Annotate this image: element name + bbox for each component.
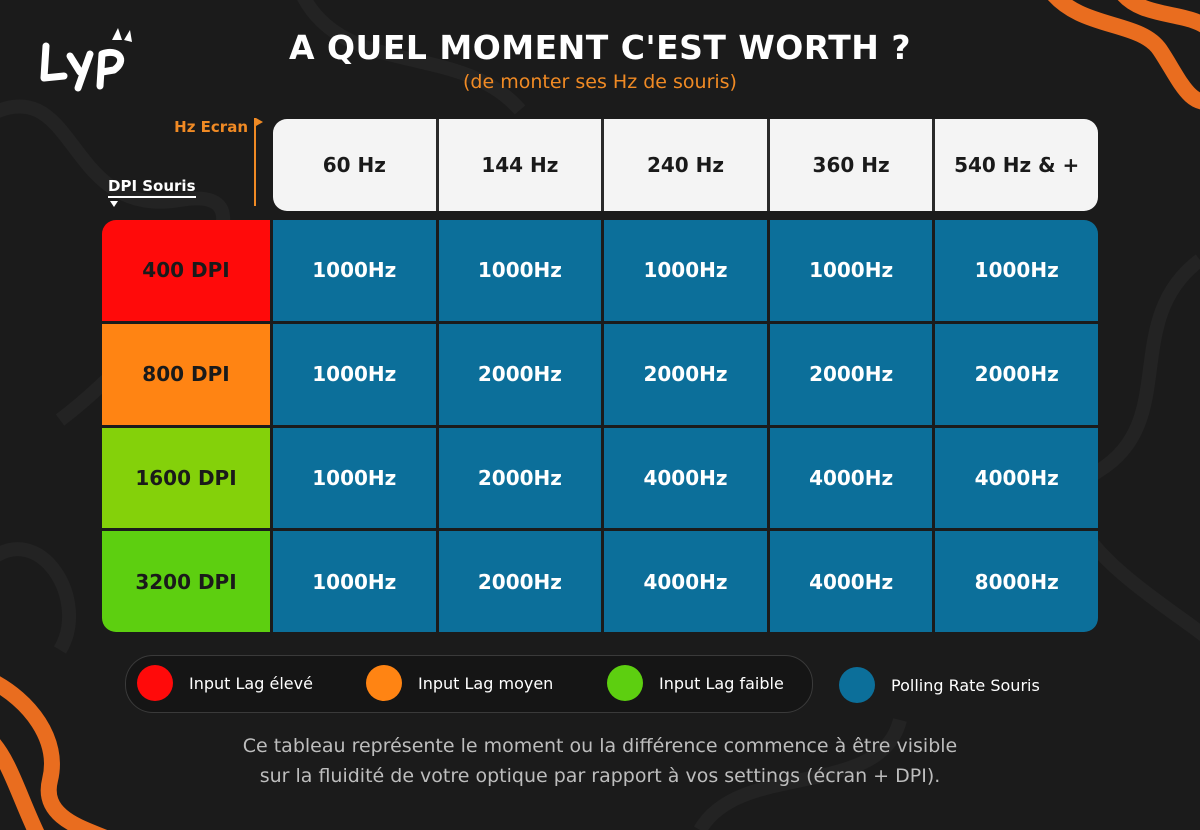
table-cell: 1000Hz — [604, 220, 767, 321]
legend-item-polling-rate: Polling Rate Souris — [839, 667, 1040, 703]
legend-label: Input Lag faible — [659, 673, 784, 693]
column-header-60hz: 60 Hz — [273, 119, 436, 211]
legend-item-medium-lag: Input Lag moyen — [366, 665, 553, 701]
table-cell: 4000Hz — [935, 427, 1098, 529]
legend-label: Input Lag élevé — [189, 673, 313, 693]
table-cell: 1000Hz — [273, 323, 436, 425]
column-header-360hz: 360 Hz — [769, 119, 933, 211]
mouse-dpi-arrow-icon — [110, 201, 118, 207]
table-cell: 1000Hz — [438, 220, 602, 321]
legend-label: Polling Rate Souris — [891, 675, 1040, 695]
table-cell: 1000Hz — [273, 531, 436, 632]
table-cell: 1000Hz — [935, 220, 1098, 321]
page-subtitle: (de monter ses Hz de souris) — [463, 71, 737, 93]
column-header-144hz: 144 Hz — [438, 119, 602, 211]
footer-note: Ce tableau représente le moment ou la di… — [100, 731, 1100, 791]
table-cell: 2000Hz — [438, 531, 602, 632]
row-label-800-dpi: 800 DPI — [102, 323, 270, 425]
table-cell: 1000Hz — [769, 220, 933, 321]
legend-input-lag — [125, 655, 813, 713]
page-title: A QUEL MOMENT C'EST WORTH ? — [288, 28, 912, 67]
green-dot-icon — [607, 665, 643, 701]
legend-item-low-lag: Input Lag faible — [607, 665, 784, 701]
row-label-400-dpi: 400 DPI — [102, 220, 270, 321]
table-cell: 8000Hz — [935, 531, 1098, 632]
screen-hz-header-row: 60 Hz 144 Hz 240 Hz 360 Hz 540 Hz & + — [273, 119, 1098, 211]
table-cell: 4000Hz — [769, 427, 933, 529]
column-header-240hz: 240 Hz — [604, 119, 767, 211]
table-cell: 4000Hz — [604, 531, 767, 632]
footer-line-1: Ce tableau représente le moment ou la di… — [242, 735, 958, 757]
table-cell: 1000Hz — [273, 427, 436, 529]
column-header-540hz-plus: 540 Hz & + — [935, 119, 1098, 211]
row-label-1600-dpi: 1600 DPI — [102, 427, 270, 529]
footer-line-2: sur la fluidité de votre optique par rap… — [259, 765, 941, 787]
orange-dot-icon — [366, 665, 402, 701]
blue-dot-icon — [839, 667, 875, 703]
row-label-3200-dpi: 3200 DPI — [102, 531, 270, 632]
table-cell: 2000Hz — [438, 323, 602, 425]
screen-hz-arrow-icon — [254, 118, 263, 206]
legend-item-high-lag: Input Lag élevé — [137, 665, 313, 701]
screen-hz-axis-label: Hz Ecran — [174, 118, 248, 136]
table-cell: 4000Hz — [769, 531, 933, 632]
table-cell: 2000Hz — [769, 323, 933, 425]
table-cell: 2000Hz — [604, 323, 767, 425]
table-cell: 2000Hz — [935, 323, 1098, 425]
red-dot-icon — [137, 665, 173, 701]
polling-rate-table: 400 DPI 1000Hz 1000Hz 1000Hz 1000Hz 1000… — [102, 220, 1098, 632]
table-cell: 1000Hz — [273, 220, 436, 321]
legend-label: Input Lag moyen — [418, 673, 554, 693]
lyp-logo — [40, 28, 132, 92]
table-cell: 4000Hz — [604, 427, 767, 529]
mouse-dpi-axis-label: DPI Souris — [108, 177, 196, 198]
table-cell: 2000Hz — [438, 427, 602, 529]
